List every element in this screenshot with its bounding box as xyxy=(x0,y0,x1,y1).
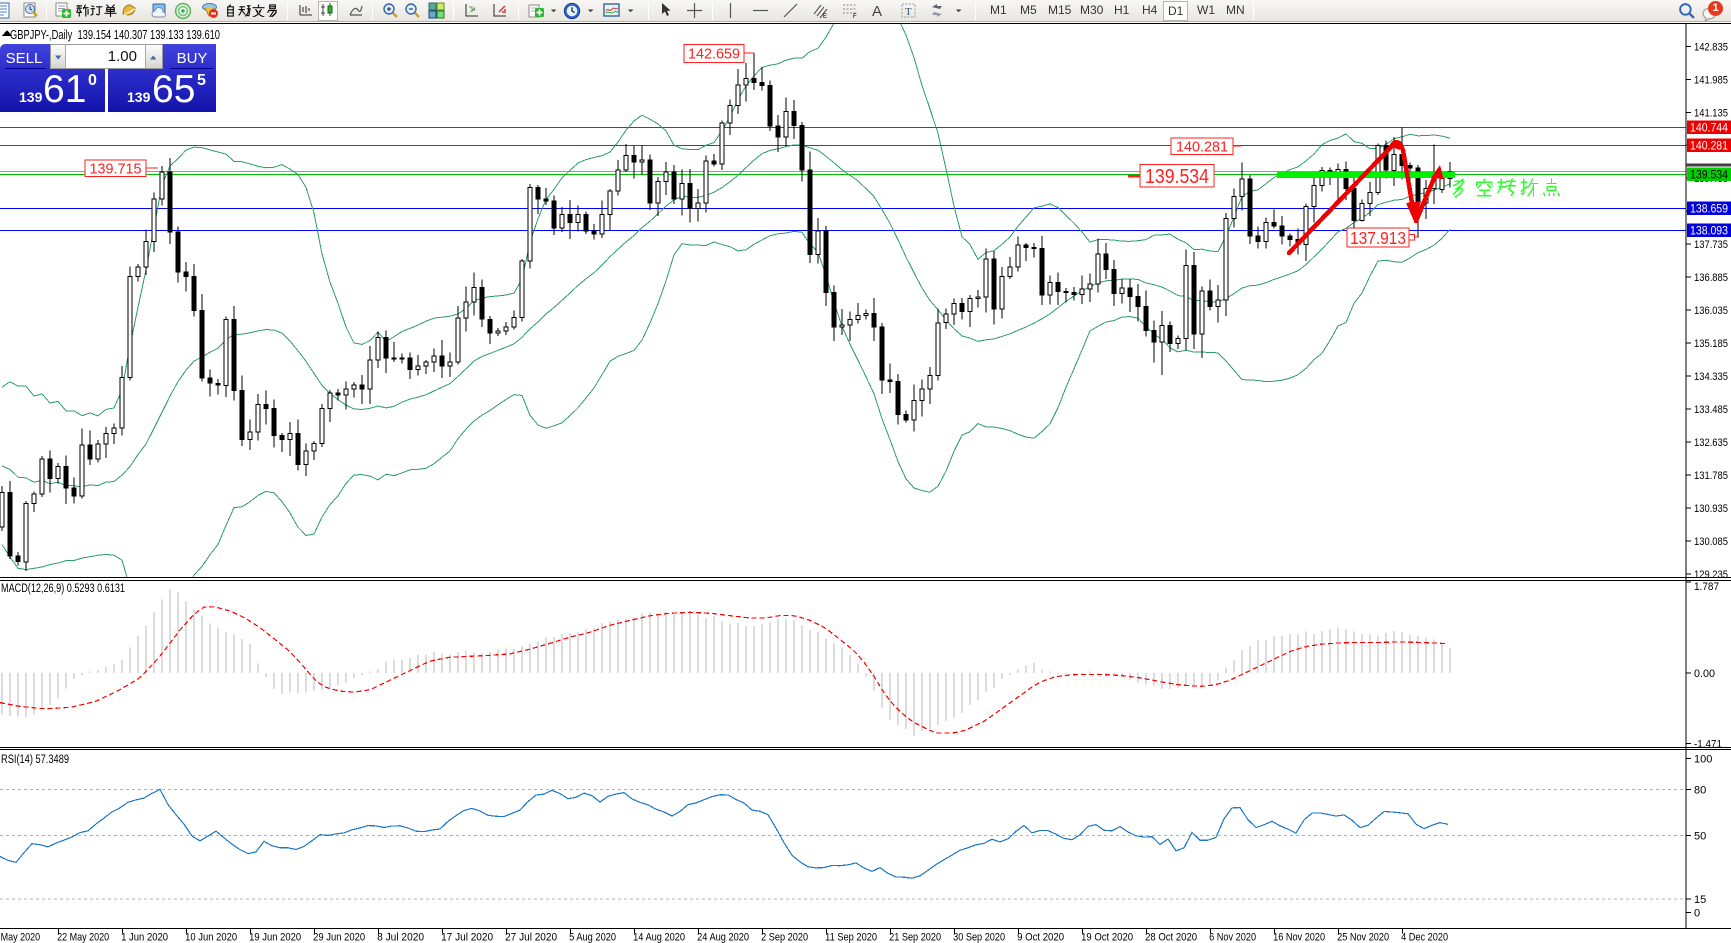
svg-text:139.534: 139.534 xyxy=(1690,170,1729,182)
svg-text:21 Sep 2020: 21 Sep 2020 xyxy=(889,932,941,943)
svg-text:130.085: 130.085 xyxy=(1694,536,1728,548)
svg-text:22 May 2020: 22 May 2020 xyxy=(57,932,109,943)
svg-text:0: 0 xyxy=(1694,908,1700,920)
svg-text:GBPJPY-,Daily 139.154 140.307: GBPJPY-,Daily 139.154 140.307 139.133 13… xyxy=(10,28,220,42)
svg-text:14 Aug 2020: 14 Aug 2020 xyxy=(633,932,685,943)
svg-text:129.235: 129.235 xyxy=(1694,569,1728,581)
svg-text:130.935: 130.935 xyxy=(1694,503,1728,515)
svg-text:139.534: 139.534 xyxy=(1145,166,1209,188)
svg-text:1.787: 1.787 xyxy=(1694,581,1719,593)
svg-text:19 Jun 2020: 19 Jun 2020 xyxy=(249,932,301,943)
svg-text:138.093: 138.093 xyxy=(1690,225,1728,237)
svg-text:10 Jun 2020: 10 Jun 2020 xyxy=(185,932,237,943)
svg-text:140.744: 140.744 xyxy=(1690,123,1729,135)
svg-text:136.035: 136.035 xyxy=(1694,305,1728,317)
svg-text:2 Sep 2020: 2 Sep 2020 xyxy=(761,932,808,943)
svg-text:27 Jul 2020: 27 Jul 2020 xyxy=(505,932,557,943)
svg-text:15: 15 xyxy=(1694,894,1706,906)
svg-text:142.835: 142.835 xyxy=(1694,41,1728,53)
svg-text:F: F xyxy=(853,14,857,19)
svg-text:137.735: 137.735 xyxy=(1694,239,1728,251)
svg-text:30 Sep 2020: 30 Sep 2020 xyxy=(953,932,1005,943)
svg-text:142.659: 142.659 xyxy=(688,47,740,63)
svg-text:80: 80 xyxy=(1694,784,1706,796)
svg-text:29 Jun 2020: 29 Jun 2020 xyxy=(313,932,365,943)
svg-text:24 Aug 2020: 24 Aug 2020 xyxy=(697,932,749,943)
svg-text:140.281: 140.281 xyxy=(1690,141,1728,153)
svg-text:140.281: 140.281 xyxy=(1176,139,1228,155)
svg-text:135.185: 135.185 xyxy=(1694,338,1728,350)
svg-text:4 Dec 2020: 4 Dec 2020 xyxy=(1401,932,1448,943)
svg-text:-1.471: -1.471 xyxy=(1694,738,1722,750)
svg-text:136.885: 136.885 xyxy=(1694,272,1728,284)
svg-text:RSI(14) 57.3489: RSI(14) 57.3489 xyxy=(1,754,69,766)
svg-text:T: T xyxy=(905,6,912,18)
svg-text:9 Oct 2020: 9 Oct 2020 xyxy=(1017,932,1064,943)
svg-text:134.335: 134.335 xyxy=(1694,371,1728,383)
svg-text:138.659: 138.659 xyxy=(1690,204,1728,216)
svg-text:11 Sep 2020: 11 Sep 2020 xyxy=(825,932,877,943)
svg-text:E: E xyxy=(823,14,827,19)
svg-text:133.485: 133.485 xyxy=(1694,404,1728,416)
svg-text:17 Jul 2020: 17 Jul 2020 xyxy=(441,932,493,943)
svg-text:0.00: 0.00 xyxy=(1694,668,1715,680)
svg-text:6 Nov 2020: 6 Nov 2020 xyxy=(1209,932,1256,943)
svg-text:28 Oct 2020: 28 Oct 2020 xyxy=(1145,932,1197,943)
svg-text:131.785: 131.785 xyxy=(1694,470,1728,482)
svg-text:19 Oct 2020: 19 Oct 2020 xyxy=(1081,932,1133,943)
svg-text:139.715: 139.715 xyxy=(90,161,142,177)
svg-text:141.135: 141.135 xyxy=(1694,107,1728,119)
svg-text:5 Aug 2020: 5 Aug 2020 xyxy=(569,932,616,943)
svg-text:100: 100 xyxy=(1694,754,1712,766)
svg-text:3 May 2020: 3 May 2020 xyxy=(0,932,40,943)
svg-text:132.635: 132.635 xyxy=(1694,437,1728,449)
svg-text:1 Jun 2020: 1 Jun 2020 xyxy=(121,932,168,943)
svg-text:8 Jul 2020: 8 Jul 2020 xyxy=(377,932,424,943)
svg-text:25 Nov 2020: 25 Nov 2020 xyxy=(1337,932,1389,943)
svg-text:50: 50 xyxy=(1694,831,1706,843)
svg-text:137.913: 137.913 xyxy=(1350,228,1406,248)
svg-text:141.985: 141.985 xyxy=(1694,74,1728,86)
svg-text:16 Nov 2020: 16 Nov 2020 xyxy=(1273,932,1325,943)
svg-text:MACD(12,26,9) 0.5293 0.6131: MACD(12,26,9) 0.5293 0.6131 xyxy=(1,583,125,595)
